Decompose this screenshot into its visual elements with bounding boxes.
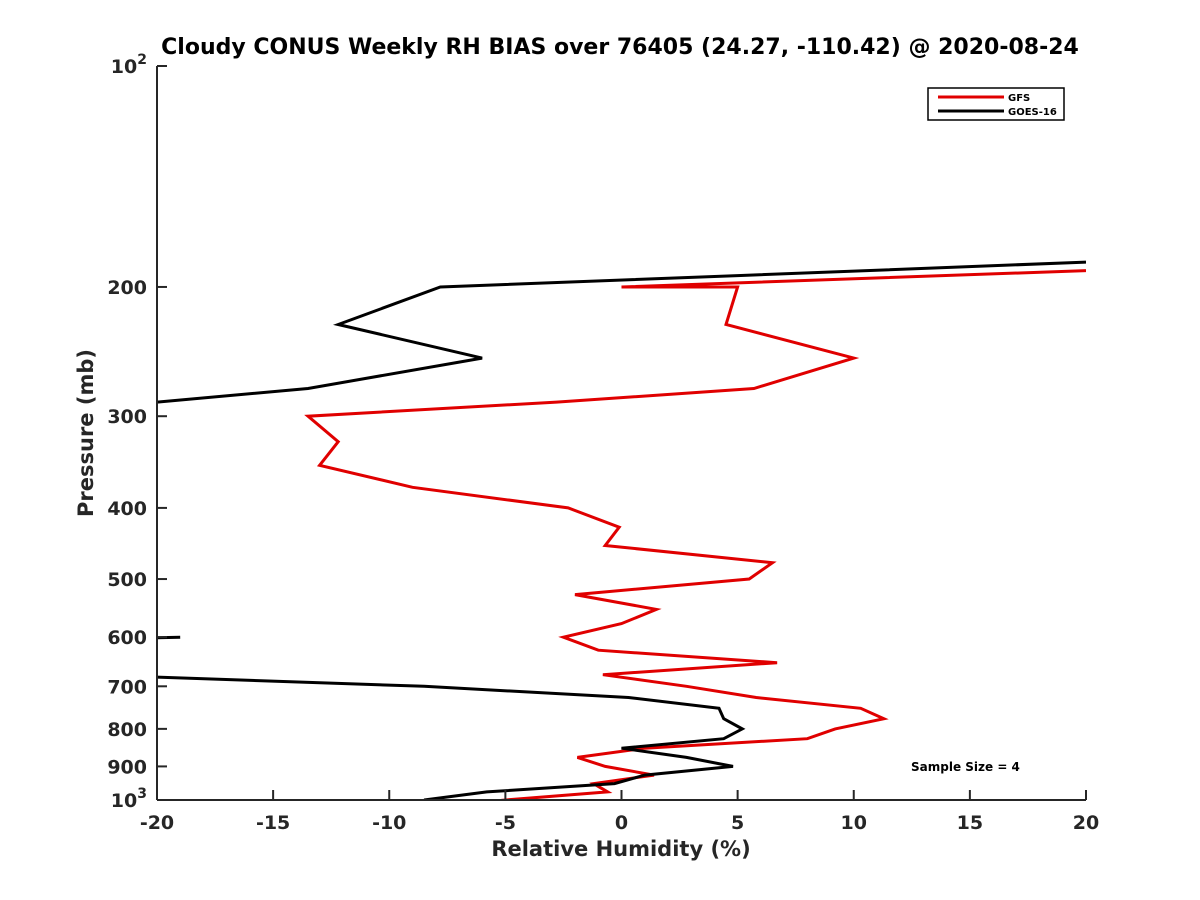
x-tick-label: 10 — [841, 812, 867, 834]
x-tick-label: -20 — [140, 812, 174, 834]
x-tick-label: -15 — [256, 812, 290, 834]
chart-title: Cloudy CONUS Weekly RH BIAS over 76405 (… — [161, 35, 1079, 60]
sample-size-annotation: Sample Size = 4 — [911, 760, 1020, 774]
y-tick-label: 900 — [107, 756, 147, 778]
legend-box — [927, 87, 1065, 121]
y-tick-label: 600 — [107, 627, 147, 649]
x-tick-label: 0 — [615, 812, 628, 834]
legend: GFS GOES-16 — [927, 87, 1065, 121]
legend-label: GFS — [1008, 93, 1030, 104]
x-tick-label: 20 — [1073, 812, 1099, 834]
y-tick-label: 102 — [111, 52, 147, 78]
y-tick-label: 200 — [107, 277, 147, 299]
y-tick-label: 700 — [107, 676, 147, 698]
y-tick-label: 800 — [107, 719, 147, 741]
y-tick-label: 500 — [107, 569, 147, 591]
x-tick-label: 15 — [957, 812, 983, 834]
x-tick-label: -10 — [372, 812, 406, 834]
x-tick-label: 5 — [731, 812, 744, 834]
legend-label: GOES-16 — [1008, 107, 1057, 118]
y-tick-label: 300 — [107, 406, 147, 428]
x-axis-label: Relative Humidity (%) — [491, 837, 750, 861]
y-tick-label: 103 — [111, 786, 147, 812]
x-tick-label: -5 — [495, 812, 516, 834]
y-axis-label: Pressure (mb) — [74, 349, 98, 517]
y-tick-label: 400 — [107, 498, 147, 520]
series-line-goes-16 — [157, 260, 1086, 800]
series-line-gfs — [304, 269, 1086, 800]
